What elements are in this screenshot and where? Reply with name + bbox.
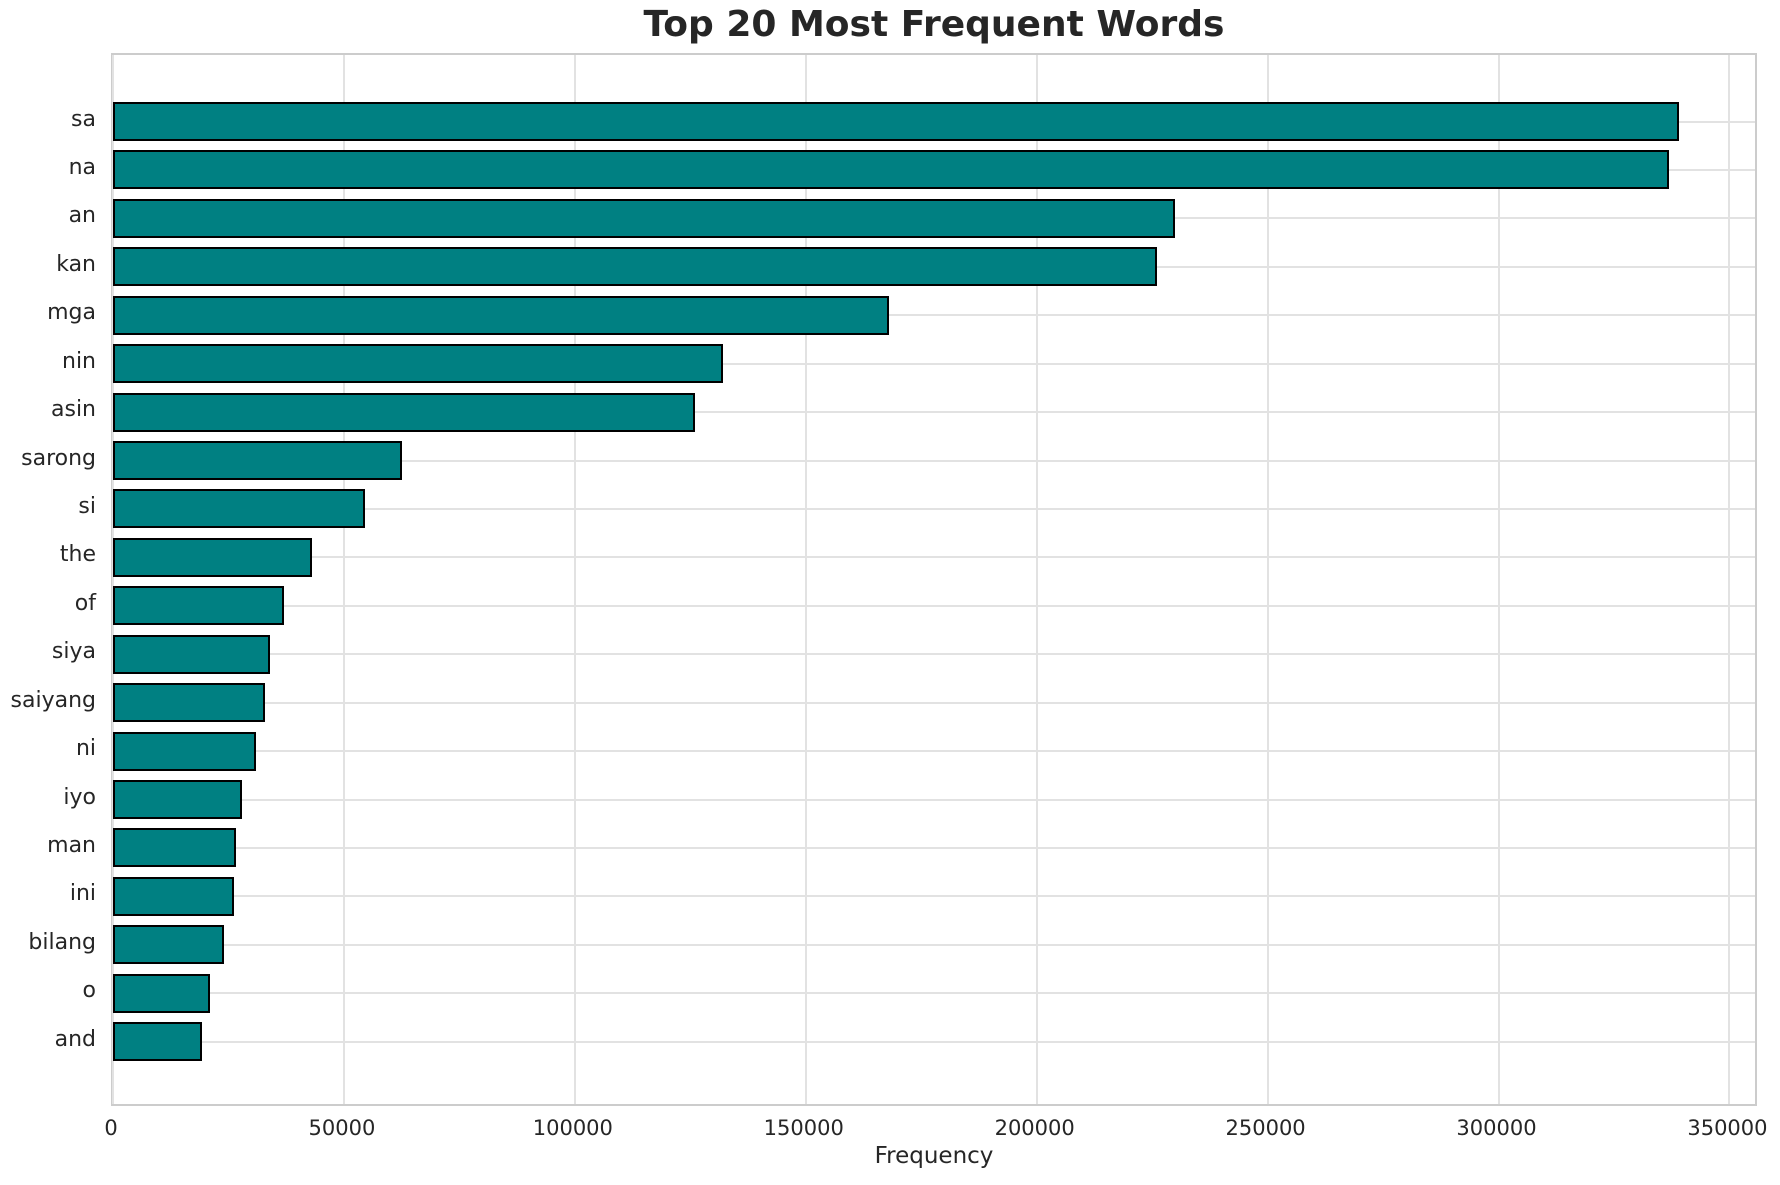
bar-sa [113, 102, 1679, 141]
horizontal-gridline [113, 507, 1755, 510]
y-tick-label: an [68, 203, 96, 229]
horizontal-gridline [113, 750, 1755, 753]
horizontal-gridline [113, 604, 1755, 607]
x-tick-label: 200000 [994, 1116, 1075, 1140]
y-tick-label: nin [62, 348, 96, 374]
y-tick-label: siya [51, 639, 96, 665]
bar-bilang [113, 925, 224, 965]
vertical-gridline [804, 55, 807, 1104]
horizontal-gridline [113, 362, 1755, 365]
y-tick-label: the [59, 542, 96, 568]
horizontal-gridline [113, 798, 1755, 801]
y-tick-label: sarong [21, 445, 96, 471]
vertical-gridline [112, 55, 114, 1104]
bar-ini [113, 876, 234, 916]
bar-sarong [113, 441, 402, 480]
bar-saiyang [113, 683, 265, 723]
bar-o [113, 973, 210, 1013]
bar-and [113, 1022, 202, 1062]
y-tick-label: bilang [28, 929, 96, 955]
plot-area [111, 53, 1757, 1106]
vertical-gridline [1035, 55, 1038, 1104]
bar-siya [113, 634, 270, 674]
horizontal-gridline [113, 846, 1755, 849]
bar-the [113, 537, 312, 577]
x-axis-title: Frequency [874, 1143, 994, 1169]
y-tick-label: asin [51, 397, 96, 423]
bar-asin [113, 392, 695, 432]
y-tick-label: saiyang [10, 687, 96, 713]
vertical-gridline [1728, 55, 1731, 1104]
chart-title: Top 20 Most Frequent Words [643, 4, 1225, 45]
y-tick-label: mga [47, 300, 96, 326]
y-tick-label: si [78, 493, 96, 519]
x-tick-label: 300000 [1456, 1116, 1537, 1140]
horizontal-gridline [113, 895, 1755, 898]
x-tick-label: 150000 [763, 1116, 844, 1140]
bar-an [113, 198, 1175, 238]
x-tick-label: 0 [104, 1116, 118, 1140]
y-tick-label: ni [75, 736, 96, 762]
horizontal-gridline [113, 701, 1755, 704]
horizontal-gridline [113, 653, 1755, 656]
x-tick-label: 250000 [1225, 1116, 1306, 1140]
y-tick-label: of [74, 590, 96, 616]
vertical-gridline [342, 55, 345, 1104]
horizontal-gridline [113, 943, 1755, 946]
bar-man [113, 828, 236, 868]
bar-si [113, 489, 365, 529]
horizontal-gridline [113, 459, 1755, 462]
horizontal-gridline [113, 411, 1755, 414]
y-tick-label: iyo [63, 784, 96, 810]
horizontal-gridline [113, 1040, 1755, 1043]
bar-of [113, 586, 284, 626]
y-tick-label: sa [71, 106, 96, 132]
x-tick-label: 100000 [532, 1116, 613, 1140]
y-tick-label: ini [69, 881, 96, 907]
y-tick-label: and [54, 1026, 96, 1052]
bar-kan [113, 247, 1157, 287]
bar-iyo [113, 780, 242, 820]
vertical-gridline [1497, 55, 1500, 1104]
y-tick-label: man [47, 832, 96, 858]
y-tick-label: na [68, 154, 96, 180]
vertical-gridline [573, 55, 576, 1104]
bar-nin [113, 344, 723, 384]
y-tick-label: kan [56, 251, 96, 277]
vertical-gridline [1266, 55, 1269, 1104]
x-tick-label: 50000 [308, 1116, 376, 1140]
horizontal-gridline [113, 992, 1755, 995]
bar-mga [113, 295, 889, 335]
bar-ni [113, 731, 256, 771]
y-tick-label: o [82, 978, 96, 1004]
x-tick-label: 350000 [1687, 1116, 1768, 1140]
horizontal-gridline [113, 556, 1755, 559]
horizontal-gridline [113, 314, 1755, 317]
bar-na [113, 150, 1669, 190]
